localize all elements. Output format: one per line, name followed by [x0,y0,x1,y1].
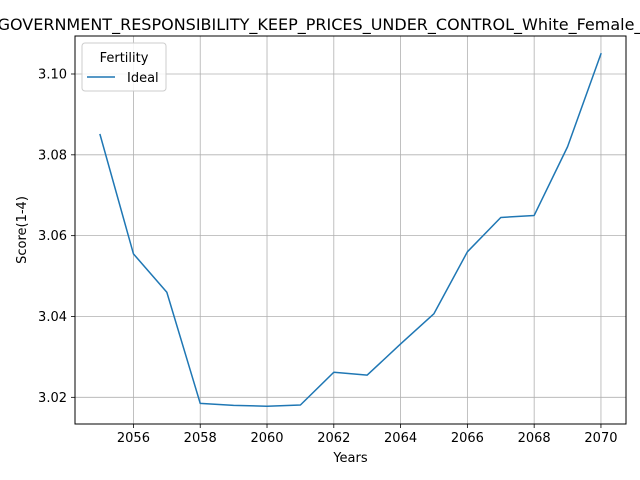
grid-lines [75,36,626,424]
x-axis-ticks: 2056 2058 2060 2062 2064 2066 2068 2070 [117,424,618,446]
y-tick-label: 3.10 [38,67,67,82]
y-axis-ticks: 3.02 3.04 3.06 3.08 3.10 [38,67,75,406]
x-tick-label: 2064 [384,431,417,446]
x-tick-label: 2062 [317,431,350,446]
series-line-ideal [99,52,602,407]
y-tick-label: 3.08 [38,148,67,163]
x-tick-label: 2056 [117,431,150,446]
plot-frame [74,35,627,425]
series-layer [99,52,602,407]
chart-title: GOVERNMENT_RESPONSIBILITY_KEEP_PRICES_UN… [0,15,640,35]
legend-title: Fertility [100,51,149,66]
legend-entry: Ideal [127,71,159,86]
y-tick-label: 3.06 [38,229,67,244]
legend: Fertility Ideal [81,42,167,92]
y-tick-label: 3.02 [38,391,67,406]
x-tick-label: 2060 [250,431,283,446]
y-tick-label: 3.04 [38,310,67,325]
x-axis-label: Years [332,451,368,466]
x-tick-label: 2068 [518,431,551,446]
x-tick-label: 2066 [451,431,484,446]
x-tick-label: 2070 [584,431,617,446]
legend-box [81,42,167,92]
x-tick-label: 2058 [184,431,217,446]
y-axis-label: Score(1-4) [15,196,30,264]
